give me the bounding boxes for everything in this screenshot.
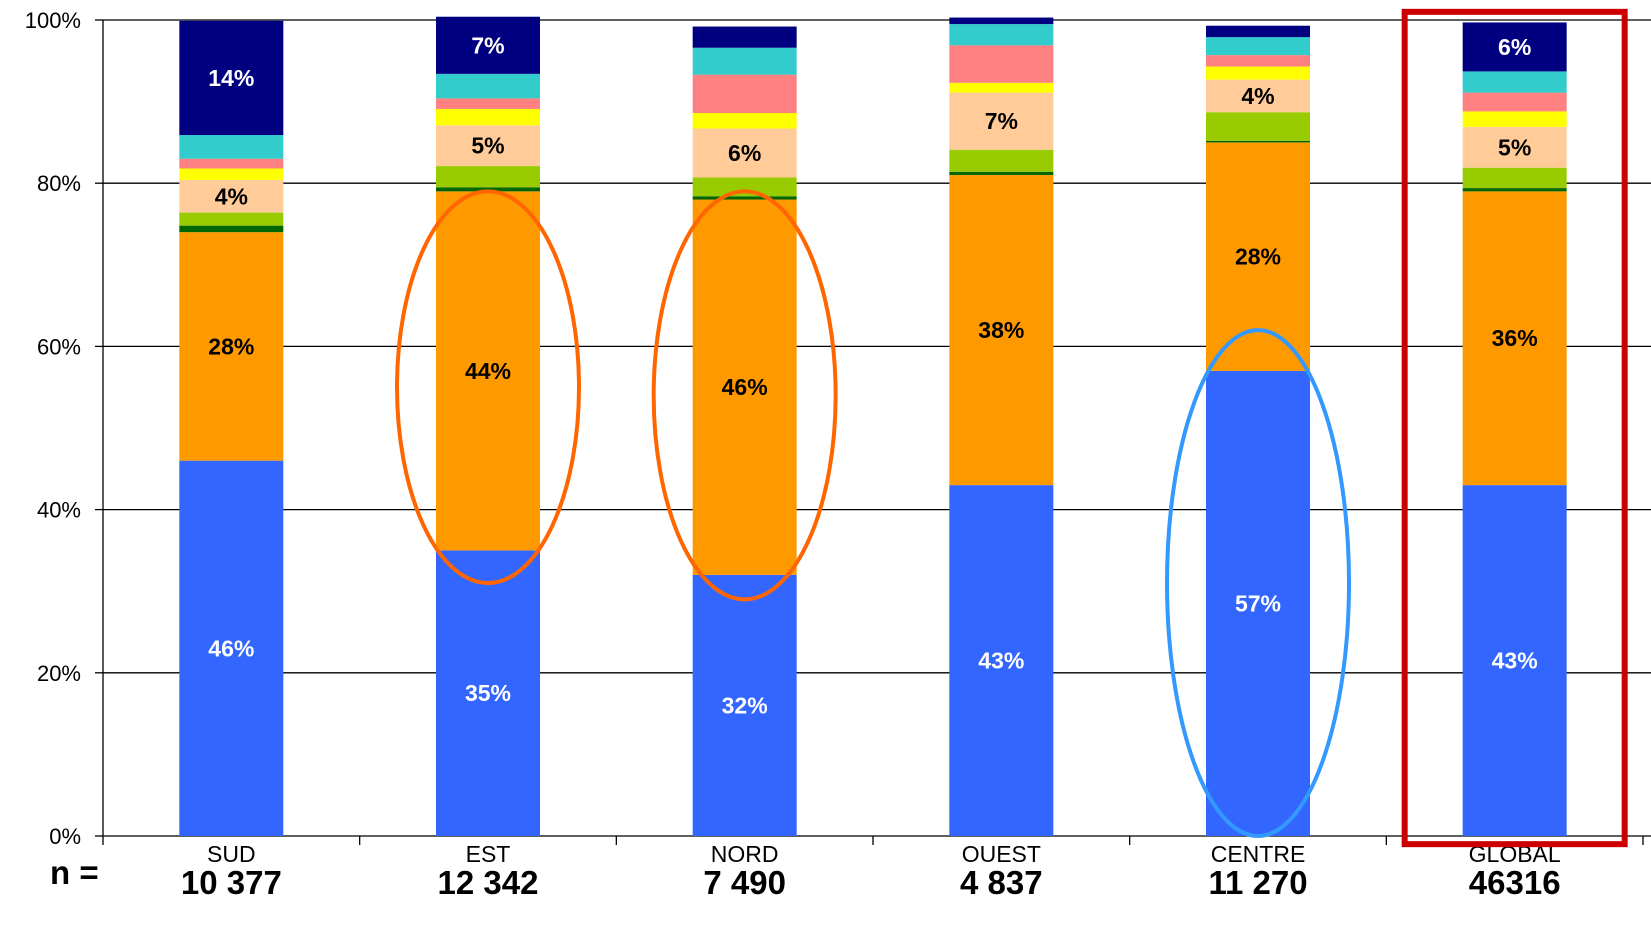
bar-segment (1462, 126, 1567, 168)
n-value-label: 46316 (1469, 864, 1561, 901)
bar-segment (436, 108, 540, 126)
bar-segment (179, 212, 284, 226)
y-tick-label: 20% (37, 661, 81, 686)
data-label: 46% (722, 374, 768, 400)
bar-segment (436, 125, 540, 167)
bar-segment (692, 47, 797, 75)
bar-segment (1206, 142, 1310, 371)
y-tick-label: 60% (37, 334, 81, 359)
highlight-ellipse (651, 189, 838, 602)
bar-segment (692, 128, 797, 178)
bar-segment (179, 168, 284, 180)
n-value-label: 7 490 (703, 864, 786, 901)
bar-segment (1462, 167, 1567, 189)
y-tick-label: 80% (37, 171, 81, 196)
bar-segment (692, 74, 797, 114)
data-label: 44% (465, 358, 511, 384)
bar-segment (179, 232, 284, 461)
bar-segment (179, 135, 284, 159)
y-tick-label: 40% (37, 498, 81, 523)
bar-segment (949, 92, 1054, 150)
highlight-ellipse (1165, 328, 1351, 838)
bar-segment (179, 179, 284, 213)
data-label: 7% (985, 108, 1018, 134)
bar-segment (692, 199, 797, 575)
bar-segment (949, 485, 1054, 836)
bar-segment (949, 149, 1054, 172)
bar-segment (1462, 22, 1567, 72)
highlight-ellipse (395, 189, 581, 586)
highlight-rectangle (1401, 8, 1628, 848)
bar-segment (436, 16, 540, 74)
bar-segment (1462, 485, 1567, 836)
category-label: SUD (207, 841, 256, 867)
bar-segment (436, 187, 540, 192)
data-label: 32% (722, 692, 768, 718)
bar-segment (692, 113, 797, 129)
n-value-label: 10 377 (181, 864, 282, 901)
data-label: 43% (1492, 648, 1538, 674)
bar-segment (179, 460, 284, 836)
bar-segment (1206, 25, 1310, 38)
n-prefix-label: n = (50, 854, 99, 891)
data-label: 6% (1498, 34, 1531, 60)
y-tick-label: 0% (49, 824, 81, 849)
data-label: 36% (1492, 325, 1538, 351)
bar-segment (1206, 112, 1310, 141)
bar-segment (436, 550, 540, 836)
y-tick-label: 100% (25, 8, 81, 33)
data-label: 35% (465, 680, 511, 706)
n-value-label: 11 270 (1208, 864, 1307, 901)
bar-segment (179, 20, 284, 136)
bar-segment (692, 26, 797, 48)
category-label: NORD (711, 841, 779, 867)
data-label: 57% (1235, 590, 1281, 616)
data-label: 14% (208, 65, 254, 91)
data-label: 28% (208, 333, 254, 359)
bar-segment (692, 177, 797, 197)
data-label: 5% (471, 133, 504, 159)
data-label: 28% (1235, 244, 1281, 270)
data-label: 38% (978, 317, 1024, 343)
bar-segment (436, 166, 540, 188)
bar-segment (1206, 370, 1310, 836)
n-value-label: 12 342 (438, 864, 539, 901)
bar-segment (1462, 191, 1567, 486)
data-label: 4% (215, 183, 248, 209)
data-label: 46% (208, 635, 254, 661)
bar-segment (692, 574, 797, 836)
n-value-label: 4 837 (960, 864, 1043, 901)
bar-segment (1462, 188, 1567, 192)
data-label: 43% (978, 648, 1024, 674)
bar-segment (949, 17, 1054, 25)
data-label: 5% (1498, 134, 1531, 160)
data-label: 6% (728, 140, 761, 166)
bar-segment (436, 98, 540, 109)
bar-segment (1462, 71, 1567, 93)
bar-segment (436, 191, 540, 551)
data-label: 7% (471, 32, 504, 58)
bar-segment (949, 171, 1054, 176)
bar-segment (179, 158, 284, 169)
bar-segment (179, 225, 284, 233)
bar-segment (949, 82, 1054, 93)
bar-segment (949, 24, 1054, 46)
bar-segment (436, 73, 540, 99)
bar-segment (692, 196, 797, 200)
bar-segment (1206, 66, 1310, 80)
category-label: EST (466, 841, 511, 867)
bar-segment (949, 175, 1054, 486)
category-label: CENTRE (1211, 841, 1306, 867)
bar-segment (1462, 92, 1567, 112)
category-label: OUEST (962, 841, 1041, 867)
bar-segment (949, 45, 1054, 83)
bar-segment (1462, 111, 1567, 127)
bar-segment (1206, 140, 1310, 143)
bar-segment (1206, 37, 1310, 56)
bar-segment (1206, 55, 1310, 67)
bar-segment (1206, 79, 1310, 113)
data-label: 4% (1241, 83, 1274, 109)
